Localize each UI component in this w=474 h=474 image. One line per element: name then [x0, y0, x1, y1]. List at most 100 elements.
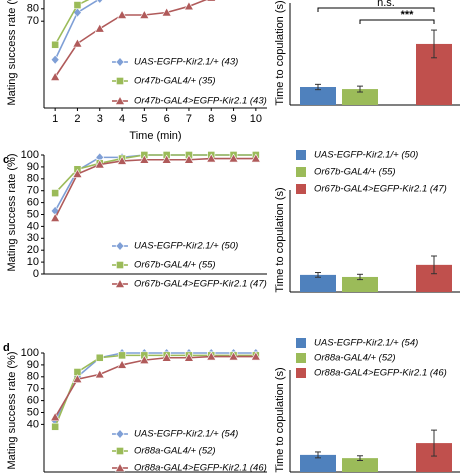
y-axis-label: Time to copulation (s) — [274, 0, 286, 105]
series-line — [54, 157, 256, 219]
significance-bracket — [359, 19, 435, 24]
legend-swatch — [296, 184, 306, 194]
marker — [228, 153, 239, 163]
marker — [50, 412, 61, 422]
legend-label: Or47b-GAL4/+ (35) — [134, 76, 216, 87]
legend-label: Or67b-GAL4/+ (55) — [134, 260, 216, 271]
y-tick-label: 40 — [27, 220, 39, 232]
y-tick-label: 30 — [27, 232, 39, 244]
marker — [94, 159, 105, 169]
marker — [228, 351, 239, 361]
x-tick-label: 2 — [74, 113, 80, 125]
legend-label: Or67b-GAL4/+ (55) — [314, 167, 396, 178]
marker — [51, 189, 60, 197]
marker — [51, 40, 60, 49]
y-tick-label: 90 — [27, 359, 39, 371]
legend-label: Or88a-GAL4>EGFP-Kir2.1 (46) — [134, 463, 267, 474]
panel-label: c — [3, 154, 9, 166]
marker — [183, 154, 194, 164]
x-axis-label: Time (min) — [129, 130, 181, 142]
x-tick-label: 8 — [208, 113, 214, 125]
series-line — [54, 354, 256, 428]
bar — [300, 274, 336, 292]
y-tick-label: 40 — [27, 418, 39, 430]
legend-label: UAS-EGFP-Kir2.1/+ (50) — [314, 150, 418, 161]
marker — [250, 153, 261, 163]
y-tick-label: 70 — [27, 383, 39, 395]
y-tick-label: 80 — [27, 371, 39, 383]
marker — [114, 462, 126, 472]
marker — [116, 447, 124, 455]
marker — [94, 23, 105, 33]
marker — [50, 212, 61, 222]
marker — [206, 153, 217, 163]
marker — [115, 429, 125, 439]
legend-label: Or67b-GAL4>EGFP-Kir2.1 (47) — [134, 279, 267, 290]
series-line — [54, 154, 256, 194]
x-tick-label: 5 — [141, 113, 147, 125]
y-tick-label: 70 — [27, 15, 39, 27]
marker — [206, 0, 217, 2]
x-tick-label: 4 — [119, 113, 125, 125]
marker — [161, 352, 172, 362]
significance-label: *** — [401, 9, 415, 21]
bar — [342, 276, 378, 292]
marker — [161, 154, 172, 164]
marker — [51, 422, 60, 431]
marker — [206, 351, 217, 361]
legend-swatch — [296, 368, 306, 378]
marker — [114, 278, 126, 288]
marker — [118, 351, 126, 360]
y-tick-label: 60 — [27, 197, 39, 209]
y-tick-label: 80 — [27, 173, 39, 185]
bar — [300, 454, 336, 472]
x-tick-label: 10 — [250, 113, 262, 125]
marker — [94, 369, 105, 379]
panel-label: d — [3, 342, 10, 354]
y-tick-label: 90 — [27, 161, 39, 173]
y-tick-label: 80 — [27, 3, 39, 15]
y-tick-label: 20 — [27, 244, 39, 256]
marker — [115, 241, 125, 251]
series-line — [54, 352, 256, 422]
y-tick-label: 70 — [27, 185, 39, 197]
legend-label: UAS-EGFP-Kir2.1/+ (54) — [314, 338, 418, 349]
marker — [183, 1, 194, 11]
marker — [139, 355, 150, 364]
marker — [161, 7, 172, 17]
series-line — [54, 154, 256, 212]
legend-label: Or88a-GAL4/+ (52) — [134, 446, 216, 457]
y-tick-label: 100 — [21, 149, 39, 161]
y-axis-label: Mating success rate (%) — [6, 0, 18, 105]
marker — [50, 54, 60, 65]
bar — [342, 89, 378, 105]
marker — [96, 0, 104, 4]
marker — [117, 9, 128, 19]
y-tick-label: 50 — [27, 406, 39, 418]
marker — [95, 353, 104, 362]
marker — [114, 95, 126, 105]
y-axis-label: Time to copulation (s) — [274, 187, 286, 292]
marker — [72, 374, 83, 383]
significance-label: n.s. — [377, 0, 395, 9]
marker — [116, 77, 124, 85]
marker — [250, 351, 261, 361]
y-tick-label: 50 — [27, 208, 39, 220]
legend-label: Or67b-GAL4>EGFP-Kir2.1 (47) — [314, 184, 447, 195]
y-tick-label: 10 — [27, 256, 39, 268]
legend-label: UAS-EGFP-Kir2.1/+ (50) — [134, 241, 238, 252]
y-tick-label: 60 — [27, 395, 39, 407]
marker — [116, 261, 124, 269]
series-line — [54, 355, 256, 418]
legend-swatch — [296, 353, 306, 363]
marker — [72, 38, 83, 48]
legend-swatch — [296, 338, 306, 348]
marker — [139, 9, 150, 19]
legend-label: Or88a-GAL4/+ (52) — [314, 353, 396, 364]
marker — [115, 57, 125, 67]
marker — [139, 154, 150, 164]
marker — [72, 168, 83, 178]
marker — [73, 1, 82, 9]
y-tick-label: 100 — [21, 347, 39, 359]
marker — [50, 71, 61, 81]
